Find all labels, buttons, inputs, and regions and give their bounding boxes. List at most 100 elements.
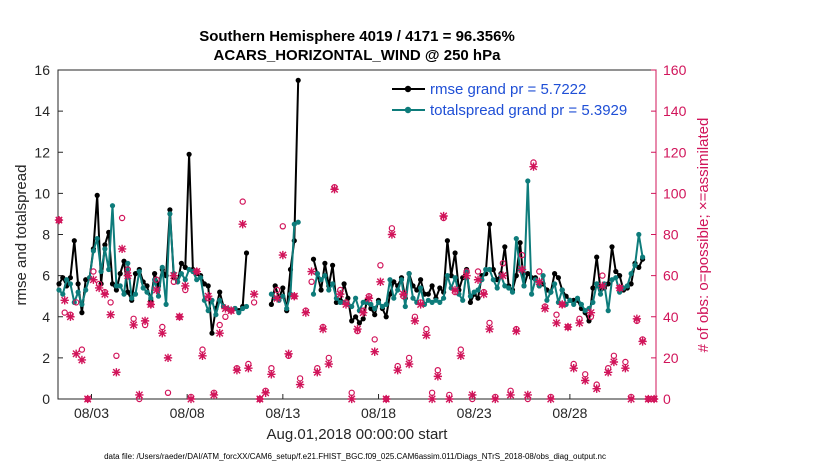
obs-assimilated-point	[382, 394, 391, 404]
series-point	[136, 268, 142, 275]
obs-assimilated-point	[135, 390, 144, 400]
obs-assimilated-point	[94, 283, 104, 293]
chart-subtitle: ACARS_HORIZONTAL_WIND @ 250 hPa	[214, 47, 502, 64]
obs-assimilated-point	[353, 324, 362, 334]
obs-assimilated-point	[410, 316, 420, 326]
series-point	[284, 305, 290, 312]
series-point	[483, 266, 489, 273]
series-point	[372, 305, 378, 312]
x-tick-label: 08/23	[457, 405, 492, 421]
series-point	[178, 260, 184, 266]
series-point	[243, 250, 250, 256]
series-point	[198, 275, 204, 281]
obs-assimilated-point	[632, 314, 642, 323]
series-point	[83, 287, 89, 293]
legend-spread-label: totalspread grand pr = 5.3929	[430, 102, 627, 119]
obs-assimilated-point	[468, 390, 477, 400]
y-tick-label: 6	[42, 268, 50, 284]
obs-assimilated-point	[535, 277, 544, 286]
obs-assimilated-point	[462, 271, 471, 280]
obs-possible-point	[153, 276, 160, 283]
series-point	[349, 303, 355, 310]
series-point	[148, 295, 154, 301]
obs-possible-point	[599, 272, 606, 279]
series-point	[322, 273, 328, 279]
series-point	[75, 281, 81, 287]
obs-assimilated-point	[204, 292, 213, 301]
series-point	[613, 275, 619, 281]
series-point	[441, 295, 447, 301]
obs-possible-point	[273, 286, 281, 294]
obs-possible-point	[239, 198, 246, 205]
obs-assimilated-point	[479, 289, 488, 299]
series-point	[628, 271, 634, 277]
obs-assimilated-point	[399, 289, 408, 299]
obs-assimilated-point	[290, 292, 299, 301]
obs-assimilated-point	[112, 368, 121, 377]
series-point	[486, 221, 493, 227]
obs-assimilated-point	[106, 310, 115, 319]
y-right-tick-label: 0	[663, 391, 671, 407]
series-point	[360, 316, 366, 322]
series-point	[310, 291, 317, 297]
series-point	[490, 277, 496, 283]
series-point	[67, 281, 73, 287]
obs-assimilated-point	[609, 357, 619, 367]
series-point	[182, 277, 188, 283]
series-point	[402, 303, 408, 310]
series-point	[102, 246, 108, 252]
obs-assimilated-point	[66, 312, 75, 321]
left-y-axis: 0 2 4 6 8 10 12 14 16	[34, 62, 63, 407]
x-tick-label: 08/08	[170, 405, 205, 421]
obs-assimilated-point	[644, 394, 653, 404]
plot-area	[57, 69, 657, 400]
series-point	[475, 295, 481, 301]
series-point	[295, 219, 301, 225]
series-point	[163, 301, 169, 307]
legend: rmse grand pr = 5.7222 totalspread grand…	[384, 74, 650, 124]
obs-possible-point	[536, 268, 543, 275]
obs-possible-point	[222, 313, 229, 320]
series-point	[117, 283, 123, 289]
series-point	[186, 151, 192, 157]
obs-assimilated-point	[278, 250, 288, 260]
series-point	[295, 77, 301, 83]
series-point	[125, 260, 131, 266]
x-tick-label: 08/28	[552, 405, 587, 421]
series-point	[368, 301, 374, 307]
series-point	[372, 312, 378, 318]
series-point	[448, 273, 454, 279]
obs-assimilated-point	[387, 230, 397, 239]
series-point	[471, 289, 477, 295]
y-tick-label: 12	[34, 144, 50, 160]
legend-rmse-label: rmse grand pr = 5.7222	[430, 81, 586, 98]
obs-assimilated-point	[272, 294, 282, 303]
series-point	[609, 244, 615, 250]
obs-assimilated-point	[586, 308, 596, 317]
series-point	[90, 248, 96, 254]
series-point	[121, 291, 127, 297]
series-point	[429, 299, 435, 305]
obs-possible-point	[499, 260, 507, 267]
series-point	[636, 231, 642, 238]
series-point	[155, 293, 162, 299]
obs-assimilated-markers	[54, 162, 659, 404]
obs-assimilated-point	[89, 275, 98, 284]
series-point	[509, 289, 516, 295]
obs-possible-point	[78, 346, 86, 353]
series-point	[94, 192, 100, 198]
series-point	[375, 299, 382, 305]
x-tick-label: 08/18	[361, 405, 396, 421]
series-point	[452, 275, 458, 281]
series-point	[129, 295, 135, 301]
series-point	[444, 238, 450, 244]
obs-assimilated-point	[215, 329, 224, 338]
series-point	[79, 301, 85, 307]
series-point	[437, 299, 443, 305]
obs-assimilated-point	[324, 359, 333, 369]
obs-assimilated-point	[347, 394, 356, 404]
obs-assimilated-point	[249, 289, 259, 299]
series-point	[94, 236, 100, 242]
series-point	[597, 291, 604, 297]
series-point	[236, 310, 242, 316]
